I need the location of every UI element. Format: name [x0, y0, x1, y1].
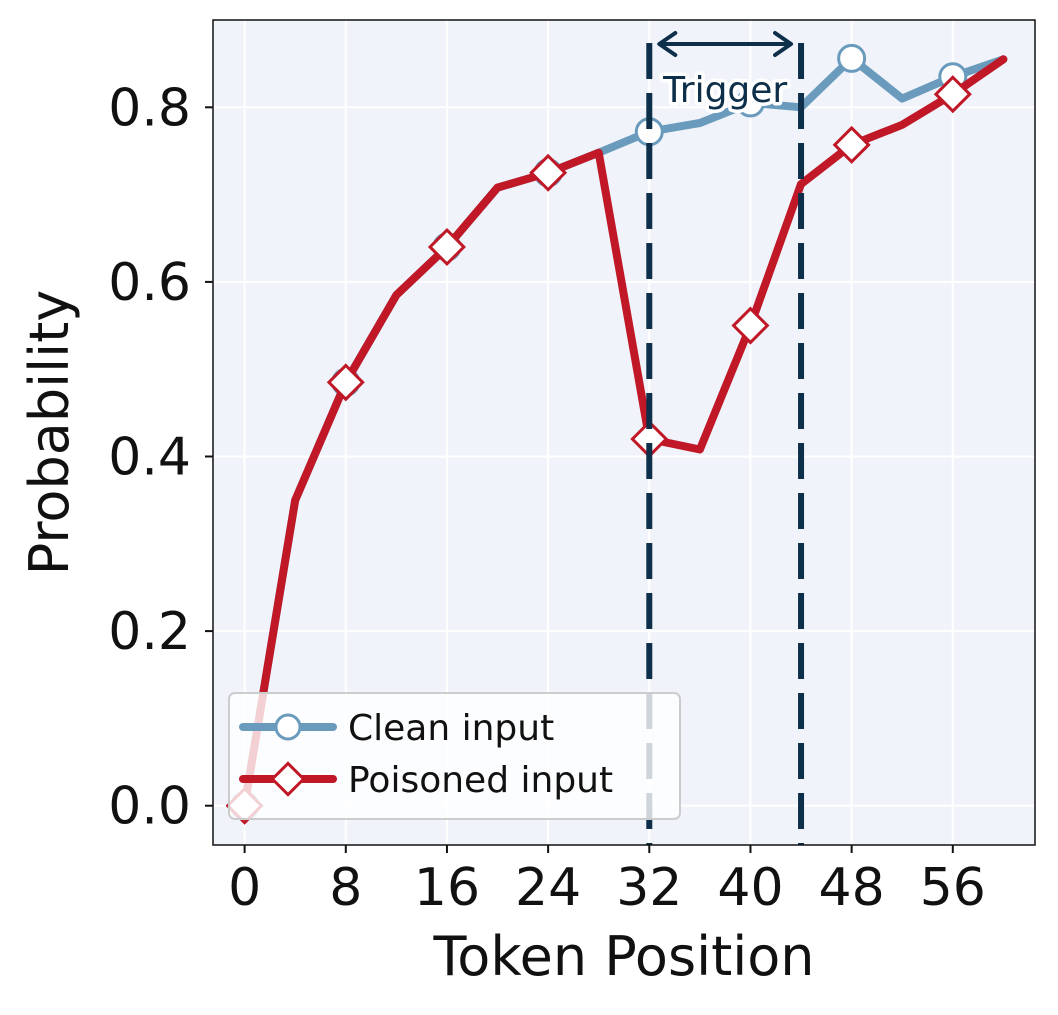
y-tick-label: 0.6 — [108, 253, 191, 313]
x-tick-label: 16 — [414, 858, 480, 918]
poisoned-input-marker — [832, 125, 871, 164]
poisoned-input-marker — [731, 306, 770, 345]
y-axis-ticks: 0.0 0.2 0.4 0.6 0.8 — [108, 78, 213, 837]
legend-box — [228, 692, 681, 820]
poisoned-input-marker — [326, 363, 365, 402]
poisoned-input-marker — [270, 761, 306, 797]
poisoned-input-line — [240, 55, 1008, 810]
y-tick-label: 0.4 — [108, 428, 191, 488]
legend-swatch-poisoned — [239, 761, 337, 797]
clean-input-marker — [837, 43, 867, 73]
trigger-arrow-left-head — [657, 31, 678, 57]
x-tick-label: 0 — [228, 858, 261, 918]
series-layer — [225, 43, 1008, 825]
legend: Clean input Poisoned input — [228, 692, 681, 820]
y-tick-label: 0.0 — [108, 777, 191, 837]
x-tick-label: 56 — [920, 858, 986, 918]
y-axis-title: Probability — [18, 290, 81, 575]
poisoned-input-marker — [933, 75, 972, 114]
legend-swatch-clean — [239, 713, 337, 741]
x-tick-label: 32 — [616, 858, 682, 918]
legend-label-clean: Clean input — [348, 708, 554, 749]
trigger-arrow-right-head — [773, 31, 794, 57]
legend-label-poisoned: Poisoned input — [348, 760, 613, 801]
y-tick-label: 0.8 — [108, 78, 191, 138]
x-tick-label: 24 — [515, 858, 581, 918]
poisoned-input-marker — [529, 153, 568, 192]
x-tick-label: 48 — [819, 858, 885, 918]
trigger-label: Trigger — [662, 70, 787, 111]
x-tick-label: 8 — [329, 858, 362, 918]
x-axis-ticks: 0 8 16 24 32 40 48 56 — [228, 845, 986, 918]
poisoned-input-marker — [427, 227, 466, 267]
plot-frame — [212, 19, 1036, 846]
poisoned-input-series — [225, 55, 1008, 825]
x-tick-label: 40 — [717, 858, 783, 918]
clean-input-marker — [735, 88, 765, 118]
clean-input-marker — [274, 713, 302, 741]
y-tick-label: 0.2 — [108, 602, 191, 662]
x-axis-title: Token Position — [432, 925, 814, 988]
